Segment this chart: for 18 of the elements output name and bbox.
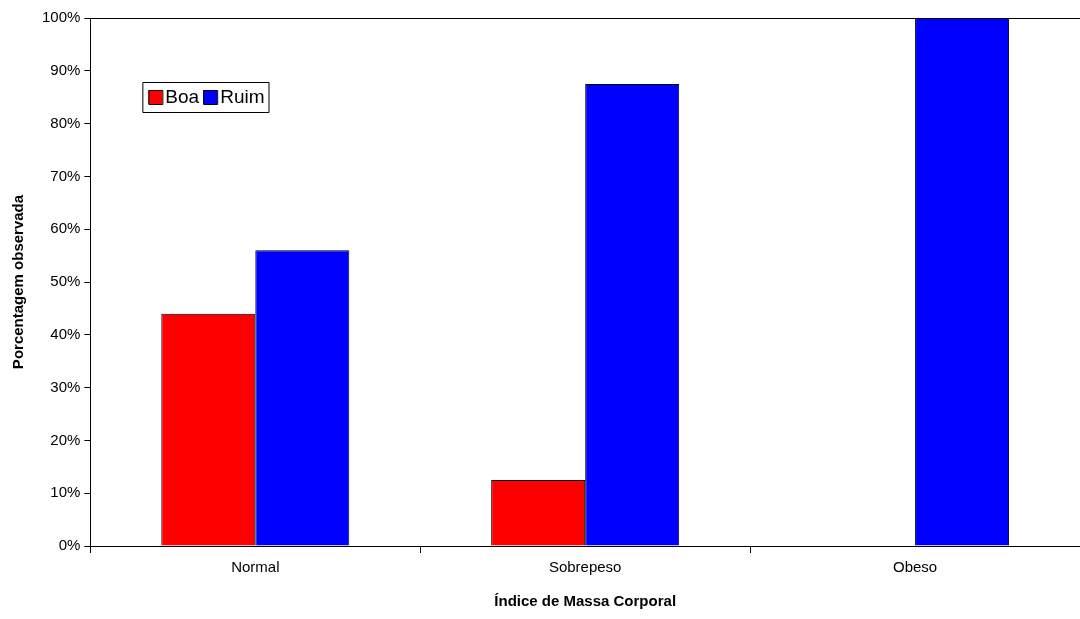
y-tick-label: 100%: [41, 8, 81, 26]
y-tick-label: 0%: [58, 536, 81, 554]
x-tick-label: Normal: [231, 558, 280, 576]
x-tick-label: Sobrepeso: [548, 558, 622, 576]
y-tick-label: 70%: [50, 166, 81, 184]
y-tick-label: 50%: [50, 272, 81, 290]
y-axis-title: Porcentagem observada: [9, 194, 27, 370]
y-tick-label: 40%: [50, 324, 81, 342]
y-tick-label: 20%: [50, 430, 81, 448]
legend-label: Ruim: [220, 86, 265, 108]
x-axis-title: Índice de Massa Corporal: [494, 592, 677, 610]
legend-label: Boa: [165, 86, 200, 108]
y-tick-label: 90%: [50, 60, 81, 78]
x-tick-label: Obeso: [892, 558, 938, 576]
y-tick-label: 30%: [50, 377, 81, 395]
y-tick-label: 10%: [50, 483, 81, 501]
y-tick-label: 60%: [50, 219, 81, 237]
y-tick-label: 80%: [50, 113, 81, 131]
